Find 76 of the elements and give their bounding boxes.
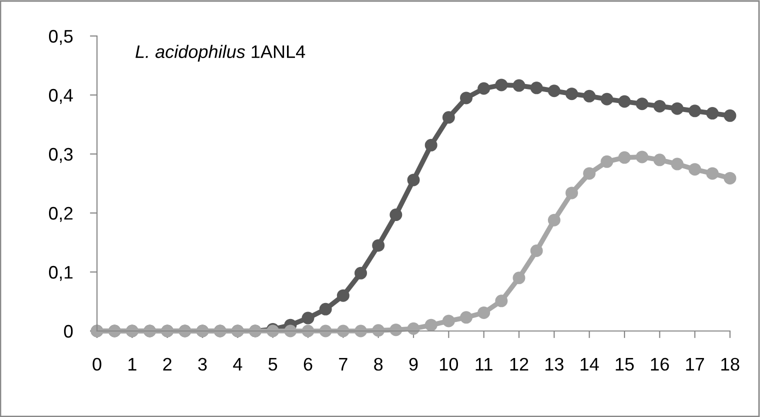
point	[724, 172, 736, 184]
point	[600, 155, 614, 168]
point	[372, 324, 385, 337]
point	[566, 88, 578, 100]
point	[442, 111, 455, 124]
point	[354, 324, 367, 338]
point	[548, 84, 560, 98]
x-tick-label: 16	[651, 358, 669, 371]
x-tick-label: 11	[476, 358, 492, 370]
point	[618, 151, 631, 164]
point	[478, 306, 490, 319]
y-tick-label: 0,5	[48, 30, 73, 45]
point	[566, 186, 578, 200]
x-tick-label: 2	[163, 358, 172, 370]
x-tick-label: 5	[268, 358, 278, 371]
x-tick-label: 18	[721, 358, 740, 371]
point	[354, 266, 367, 280]
point	[424, 138, 438, 152]
point	[671, 102, 684, 115]
point	[653, 154, 666, 166]
point	[636, 150, 648, 164]
x-tick-label: 1	[128, 358, 136, 370]
point	[442, 314, 455, 328]
point	[478, 82, 490, 95]
x-tick-label: 14	[580, 358, 599, 370]
point	[460, 311, 472, 324]
x-tick-label: 12	[510, 358, 528, 370]
x-tick-label: 13	[546, 358, 564, 371]
point	[548, 214, 560, 226]
point	[653, 100, 666, 112]
point	[302, 324, 314, 338]
x-tick-label: 15	[616, 358, 634, 371]
point	[336, 324, 350, 338]
point	[706, 107, 719, 120]
point	[636, 98, 648, 110]
point	[460, 92, 472, 104]
x-tick-label: 9	[409, 358, 418, 371]
x-tick-label: 0	[92, 358, 102, 371]
point	[530, 82, 543, 94]
point	[336, 289, 350, 302]
point	[706, 167, 719, 180]
y-tick-label: 0,2	[48, 206, 72, 222]
point	[512, 79, 526, 92]
point	[390, 324, 402, 336]
point	[671, 158, 684, 170]
point	[495, 294, 508, 308]
point	[530, 244, 543, 258]
x-tick-label: 8	[374, 358, 383, 371]
point	[583, 167, 596, 180]
point	[424, 318, 438, 332]
y-tick-label: 0,4	[48, 88, 73, 104]
point	[319, 324, 332, 338]
x-tick-label: 10	[440, 358, 458, 371]
point	[407, 322, 420, 335]
point	[319, 302, 332, 316]
x-tick-label: 4	[233, 358, 242, 370]
point	[407, 174, 420, 186]
x-tick-label: 3	[198, 358, 207, 371]
point	[495, 78, 508, 92]
point	[302, 312, 314, 324]
y-tick-label: 0	[64, 324, 73, 338]
annotation: L. acidophilus 1ANL4	[136, 44, 306, 62]
point	[512, 272, 526, 284]
point	[688, 104, 702, 118]
point	[583, 90, 596, 102]
point	[688, 163, 702, 176]
y-tick-label: 0,1	[48, 266, 73, 281]
point	[724, 109, 736, 122]
point	[372, 239, 385, 252]
x-tick-label: 6	[304, 358, 312, 371]
point	[600, 92, 614, 106]
x-tick-label: 7	[339, 358, 348, 370]
point	[390, 208, 402, 222]
y-tick-label: 0,3	[48, 148, 73, 163]
point	[618, 95, 631, 108]
x-tick-label: 17	[686, 358, 704, 370]
